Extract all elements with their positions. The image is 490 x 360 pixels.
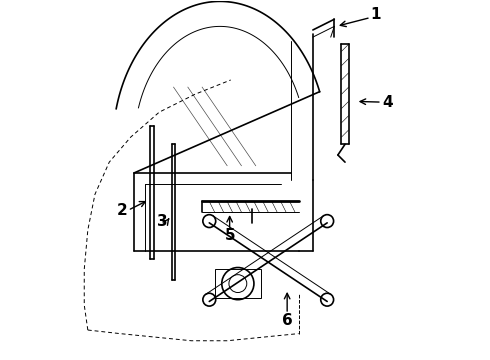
Bar xyxy=(215,269,261,298)
Circle shape xyxy=(321,215,334,228)
Text: 1: 1 xyxy=(370,8,381,22)
Circle shape xyxy=(203,293,216,306)
Circle shape xyxy=(321,293,334,306)
Circle shape xyxy=(203,215,216,228)
Text: 2: 2 xyxy=(117,203,127,218)
Text: 6: 6 xyxy=(282,312,293,328)
Text: 3: 3 xyxy=(157,213,168,229)
Text: 4: 4 xyxy=(383,95,393,110)
Text: 5: 5 xyxy=(224,228,235,243)
